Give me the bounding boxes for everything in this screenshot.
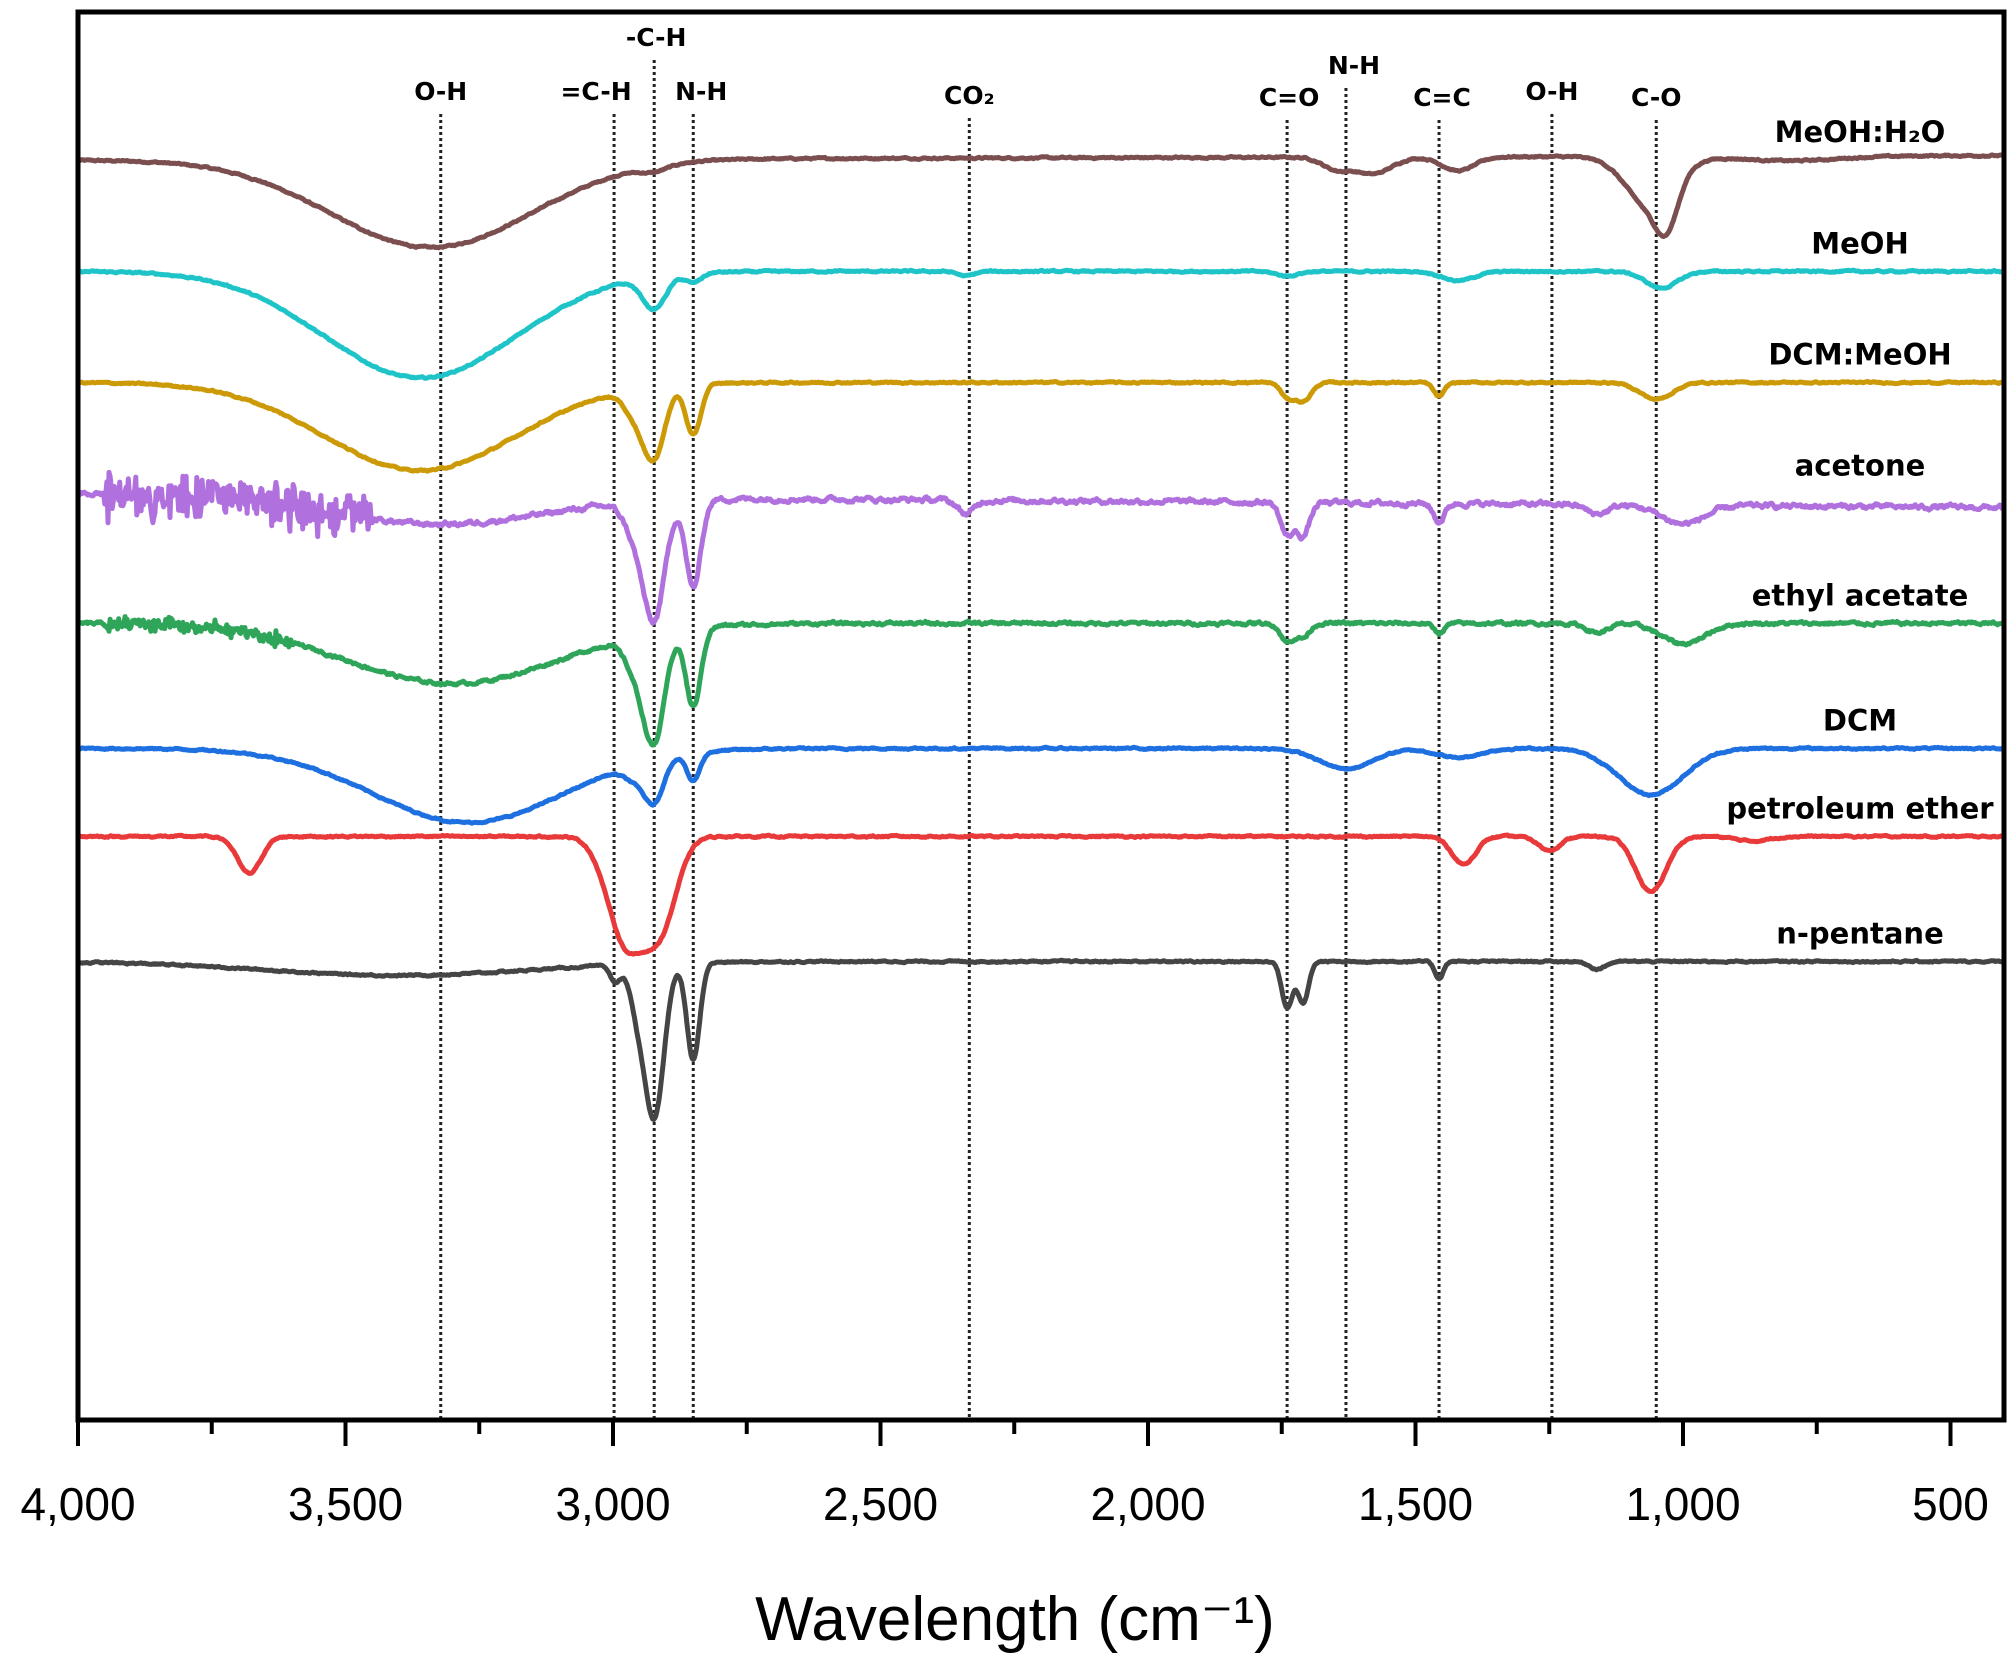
series-layer [76, 152, 2006, 1122]
series-line-acetone [76, 469, 2006, 626]
x-axis-title: Wavelength (cm⁻¹) [755, 1585, 1275, 1654]
x-axis: 4,000 3,500 3,000 2,500 2,000 1,500 1,000 500 [20, 1420, 1989, 1530]
annotation-layer: O-H =C-H -C-H N-H CO₂ C=O N-H C=C O-H C-O [414, 23, 1682, 1420]
annotation-label: C-O [1631, 83, 1682, 112]
annotation-label: C=C [1413, 83, 1471, 112]
annotation-label: N-H [1328, 51, 1380, 80]
plot-frame [75, 9, 2007, 1423]
x-tick-label: 1,500 [1358, 1478, 1473, 1530]
x-tick-label: 500 [1912, 1478, 1989, 1530]
x-tick-label: 3,000 [555, 1478, 670, 1530]
x-tick-label: 2,000 [1090, 1478, 1205, 1530]
annotation-label: C=O [1259, 83, 1320, 112]
x-tick-label: 2,500 [823, 1478, 938, 1530]
series-label: ethyl acetate [1752, 578, 1969, 612]
series-line-meoh-h-o [76, 152, 2006, 251]
x-tick-label: 3,500 [288, 1478, 403, 1530]
series-label: petroleum ether [1726, 791, 1994, 825]
series-line-dcm-meoh [76, 379, 2006, 474]
x-tick-label: 4,000 [20, 1478, 135, 1530]
series-line-ethyl-acetate [76, 614, 2006, 748]
x-tick-label: 1,000 [1625, 1478, 1740, 1530]
series-line-dcm [76, 744, 2006, 826]
series-line-n-pentane [76, 957, 2006, 1122]
annotation-label: CO₂ [944, 81, 995, 110]
annotation-label: =C-H [560, 77, 631, 106]
series-label: n-pentane [1776, 916, 1944, 950]
series-line-petroleum-ether [76, 832, 2006, 957]
series-label: MeOH [1811, 226, 1908, 260]
series-label: DCM [1823, 703, 1897, 737]
series-label: MeOH:H₂O [1775, 115, 1946, 149]
series-label: acetone [1795, 449, 1926, 483]
annotation-label: N-H [675, 77, 727, 106]
annotation-label: -C-H [626, 23, 687, 52]
series-line-meoh [76, 267, 2006, 381]
series-label-layer: MeOH:H₂O MeOH DCM:MeOH acetone ethyl acetate… [1726, 115, 1994, 950]
annotation-label: O-H [1525, 77, 1578, 106]
series-label: DCM:MeOH [1768, 338, 1951, 372]
annotation-label: O-H [414, 77, 467, 106]
